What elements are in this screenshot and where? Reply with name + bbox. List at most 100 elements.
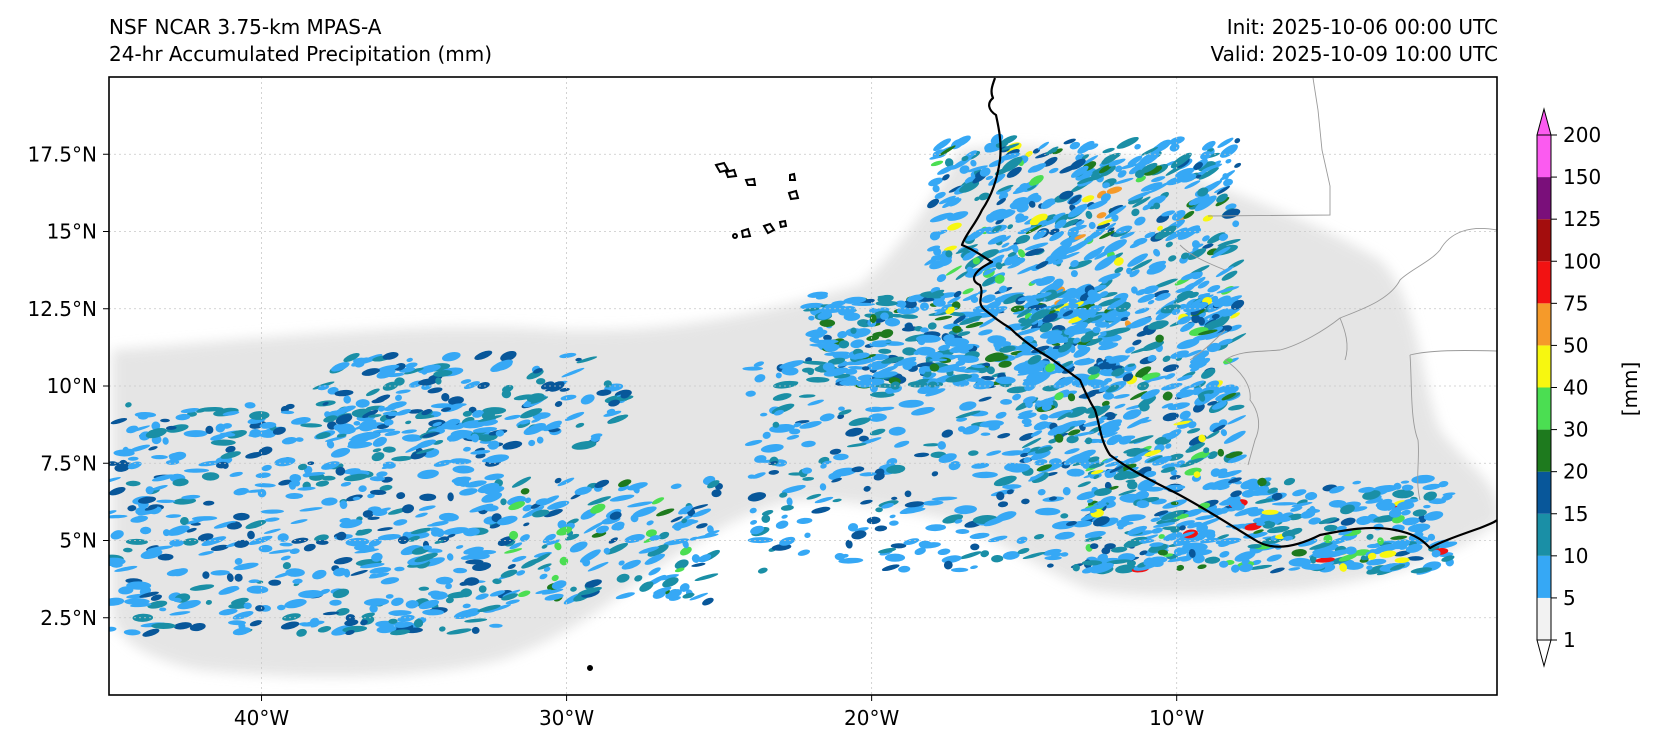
precip-cell [808,315,815,321]
precip-cell [896,305,920,315]
precip-cell [489,590,506,597]
precip-cell [1193,162,1203,170]
precip-cell [557,520,567,529]
precip-cell [1127,253,1148,267]
precip-cell [1247,564,1273,570]
precip-cell [1152,455,1172,466]
precip-cell [948,461,961,471]
precip-cell [768,470,780,475]
precip-cell [394,621,413,628]
precip-cell [646,520,654,526]
map-plot-area[interactable] [98,76,1500,696]
precip-cell [447,533,456,538]
precip-cell [1118,553,1136,562]
precip-cell [137,496,157,504]
precip-cell [1154,510,1169,517]
precip-cell [463,446,471,452]
precip-cell [560,394,577,401]
precip-cell [943,245,957,252]
precip-cell [157,553,174,561]
precip-cell [300,423,323,428]
precip-cell [1118,521,1134,526]
precip-cell [284,598,307,609]
precip-cell [501,593,518,601]
precip-cell [418,505,436,511]
precip-cell [1067,203,1089,218]
precip-cell [1059,190,1074,200]
precip-cell [1171,308,1181,315]
precip-cell [1248,508,1265,517]
precip-cell [329,599,342,606]
precip-cell [359,423,375,432]
precip-cell [936,365,960,373]
precip-cell [1195,515,1215,521]
precip-cell [583,521,605,534]
precip-cell [696,523,708,529]
precip-cell [1127,480,1138,490]
precip-cell [582,558,591,567]
precip-cell [639,581,654,592]
precip-cell [1023,422,1033,428]
precip-cell [382,352,399,360]
precip-cell [519,534,530,542]
precip-cell [502,440,523,450]
precip-cell [304,472,326,476]
precip-cell [645,529,657,537]
precip-cell [1202,214,1214,222]
precip-cell [339,519,363,529]
precip-cell [1021,437,1042,449]
precip-cell [965,293,979,301]
precip-cell [1019,362,1044,373]
precip-cell [1015,327,1041,336]
precip-cell [1125,346,1135,354]
precip-cell [1230,312,1241,319]
precip-cell [255,472,271,479]
precip-cell [937,441,947,450]
precip-cell [781,514,788,519]
precip-cell [145,428,167,439]
precip-cell [804,532,811,539]
precip-cell [987,335,1007,344]
precip-cell [1017,368,1043,376]
precip-cell [630,514,639,523]
precip-cell [382,446,396,453]
precip-cell [489,523,501,529]
precip-cell [627,501,653,508]
precip-cell [801,467,813,474]
precip-cell [944,158,954,168]
precip-cell [1344,562,1364,570]
precip-cell [1130,451,1148,461]
precip-cell [292,578,303,584]
precip-cell [551,580,567,590]
precip-cell [1097,426,1120,436]
precip-cell [878,348,892,354]
precip-cell [980,432,991,436]
precip-cell [1126,416,1150,429]
precip-cell [377,527,393,532]
precip-cell [1215,468,1228,477]
precip-cell [1099,164,1112,174]
precip-cell [218,608,238,616]
y-tick-label: 10°N [47,374,97,398]
precip-cell [779,492,788,498]
precip-cell [277,533,289,542]
precip-cell [1222,173,1229,180]
precip-cell [258,446,273,456]
precip-cell [370,489,387,496]
precip-cell [822,362,835,372]
precip-cell [1100,193,1111,203]
precip-cell [430,591,448,600]
precip-cell [394,566,405,572]
precip-cell [1170,152,1192,169]
valid-time-label: Valid: 2025-10-09 10:00 UTC [1210,42,1498,66]
precip-cell [1030,278,1043,284]
precip-cell [1093,488,1112,496]
precip-cell [845,539,853,549]
precip-cell [1253,529,1264,534]
precip-cell [1136,330,1149,337]
precip-cell [851,466,865,473]
precip-cell [1090,543,1099,550]
precip-cell [215,423,226,433]
precip-cell [406,357,413,362]
precip-cell [869,314,877,324]
